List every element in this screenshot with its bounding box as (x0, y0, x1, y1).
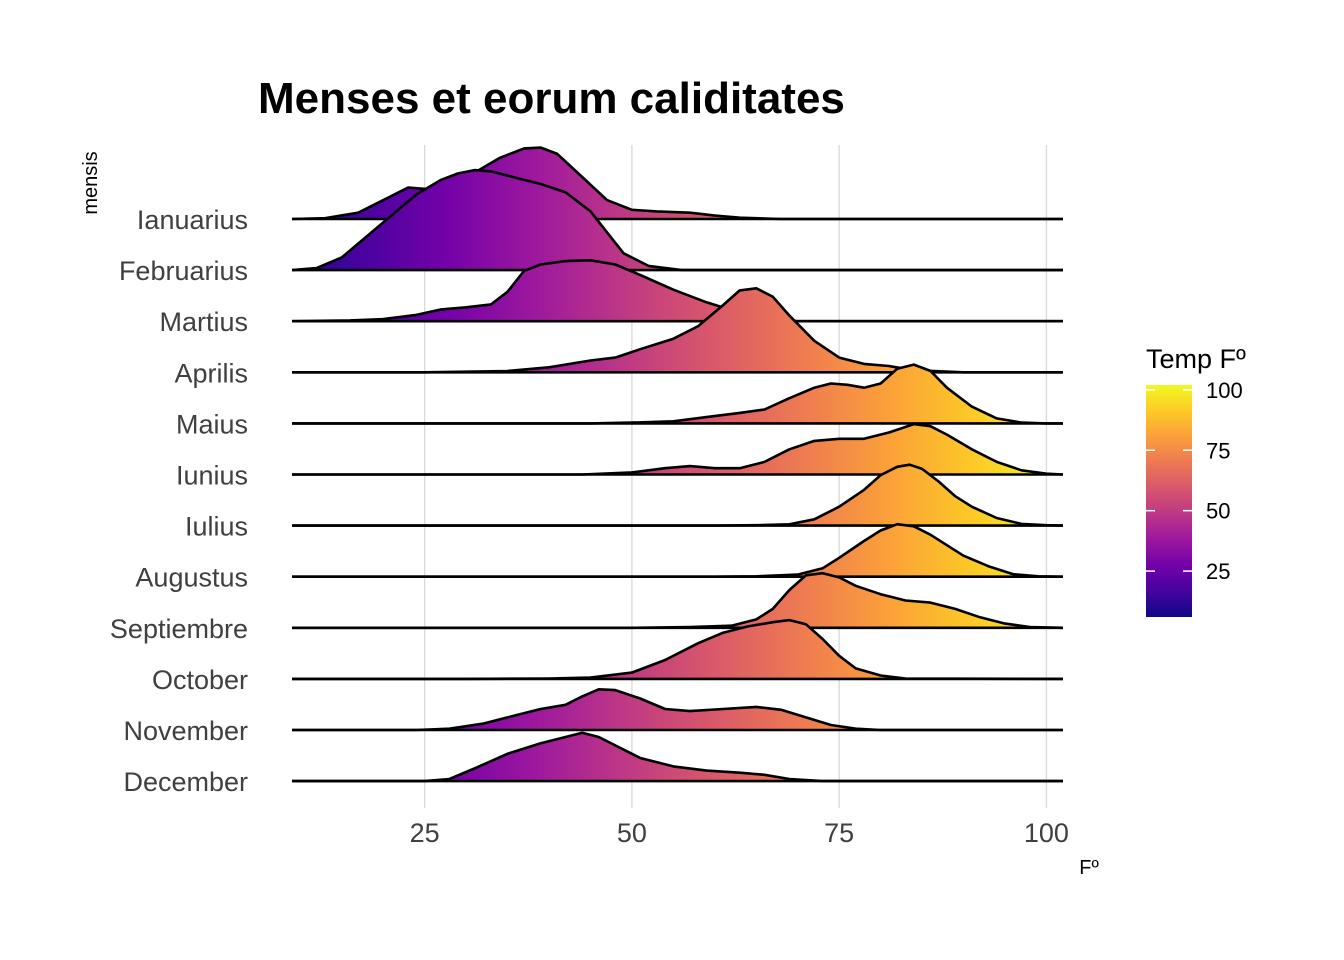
y-axis-title: mensis (80, 151, 102, 214)
month-label: Ianuarius (137, 205, 248, 235)
month-label: Septiembre (110, 614, 248, 644)
ridge-fill (292, 732, 1063, 782)
ridge-fill (292, 689, 1063, 730)
month-labels: Ianuarius Februarius Martius Aprilis Maius Iu… (110, 205, 248, 797)
ridge-fill (292, 573, 1063, 628)
legend-tick-label: 100 (1206, 378, 1243, 403)
x-tick-label: 25 (410, 818, 440, 848)
month-label: Iulius (185, 512, 248, 542)
ridge-maius (292, 363, 1063, 425)
ridge-iulius (292, 463, 1064, 527)
ridge-outline (292, 422, 1064, 476)
ridge-november (292, 688, 1063, 732)
ridge-outline (292, 287, 1063, 374)
color-legend: Temp Fº 25 50 75 100 (1146, 344, 1246, 617)
legend-tick-label: 50 (1206, 499, 1230, 524)
ridge-februarius (291, 168, 1063, 272)
chart-title: Menses et eorum caliditates (258, 74, 845, 123)
ridges (291, 146, 1064, 783)
ridge-outline (291, 146, 1063, 221)
ridge-december (292, 731, 1063, 783)
x-tick-label: 50 (617, 818, 647, 848)
legend-tick-label: 25 (1206, 559, 1230, 584)
ridge-outline (291, 168, 1063, 272)
ridge-fill (292, 524, 1063, 577)
ridge-fill (292, 620, 1063, 679)
month-label: Maius (176, 409, 248, 439)
ridge-iunius (292, 422, 1064, 476)
ridge-outline (292, 731, 1063, 783)
legend-title: Temp Fº (1146, 344, 1246, 374)
x-tick-labels: 25 50 75 100 (410, 818, 1069, 848)
month-label: December (123, 767, 248, 797)
month-label: Aprilis (174, 358, 248, 388)
x-axis-title: Fº (1079, 857, 1099, 879)
ridge-outline (292, 571, 1064, 630)
ridge-fill (292, 364, 1063, 424)
ridge-fill (292, 424, 1063, 475)
legend-ticks: 25 50 75 100 (1146, 378, 1243, 584)
ridge-fill (292, 464, 1063, 526)
ridge-fill (292, 288, 1063, 373)
ridge-augustus (292, 522, 1064, 579)
month-label: Februarius (119, 256, 248, 286)
month-label: Iunius (176, 461, 248, 491)
legend-colorbar (1146, 385, 1192, 617)
ridge-aprilis (292, 287, 1063, 374)
month-label: Martius (159, 307, 248, 337)
ridge-outline (292, 363, 1063, 425)
month-label: October (152, 665, 248, 695)
ridge-outline (292, 688, 1063, 732)
x-tick-label: 75 (824, 818, 854, 848)
ridge-outline (292, 522, 1064, 578)
ridge-septiembre (292, 571, 1064, 630)
month-label: Augustus (135, 563, 248, 593)
month-label: November (123, 716, 248, 746)
ridge-fill (292, 170, 1063, 271)
legend-tick-label: 75 (1206, 438, 1230, 463)
x-tick-label: 100 (1024, 818, 1069, 848)
ridge-october (292, 618, 1064, 681)
